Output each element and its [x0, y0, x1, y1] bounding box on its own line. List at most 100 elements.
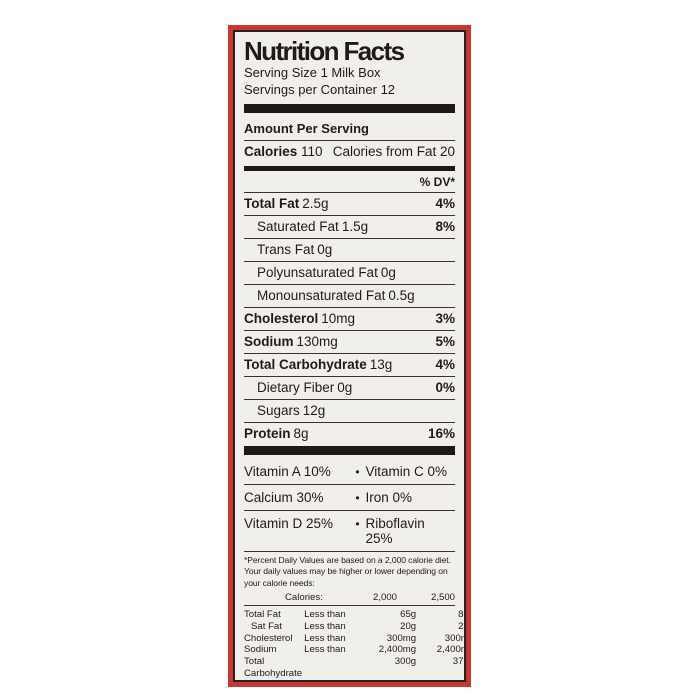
vitamin-row-d-riboflavin: Vitamin D 25% • Riboflavin 25%	[244, 511, 455, 552]
percent-dv-header: % DV*	[244, 173, 455, 193]
table-row-2500: 375g	[452, 656, 464, 668]
table-row-2000: 20g	[400, 621, 417, 633]
nutrient-amount: 1.5g	[341, 218, 369, 234]
table-row-name: Total Fat	[244, 609, 281, 621]
divider-thick-bar	[244, 445, 455, 455]
serving-size: Serving Size 1 Milk Box	[244, 65, 381, 81]
nutrient-name: Monounsaturated Fat	[257, 287, 386, 303]
nutrient-row-total-fat: Total Fat 2.5g 4%	[244, 193, 455, 216]
nutrient-name: Sodium	[244, 333, 294, 349]
nutrient-amount: 10mg	[321, 310, 356, 326]
nutrient-amount: 12g	[302, 402, 326, 418]
nutrient-dv: 16%	[427, 425, 455, 441]
table-row-name: Total Carbohydrate	[244, 656, 303, 679]
bullet-dot: •	[355, 464, 360, 479]
table-row-2500: 25g	[458, 621, 464, 633]
table-row-2000: 300mg	[386, 632, 417, 644]
daily-values-table-header: Calories: 2,000 2,500	[244, 592, 455, 604]
nutrient-amount: 0g	[337, 379, 353, 395]
nutrient-name: Total Fat	[244, 195, 300, 211]
table-row-qualifier	[304, 680, 362, 681]
nutrient-row-cholesterol: Cholesterol 10mg 3%	[244, 308, 455, 331]
nutrient-name: Cholesterol	[244, 310, 319, 326]
nutrient-dv: 5%	[435, 333, 455, 349]
divider-thick-bar	[244, 103, 455, 113]
table-row-qualifier: Less than	[304, 632, 346, 644]
label-inner-panel: Nutrition Facts Serving Size 1 Milk Box …	[233, 30, 466, 682]
table-row-2500: 30g	[418, 680, 464, 681]
vitamin-row-calcium-iron: Calcium 30% • Iron 0%	[244, 485, 455, 511]
nutrient-name: Total Carbohydrate	[244, 356, 367, 372]
vitamin-left: Calcium 30%	[244, 489, 324, 505]
daily-values-footnote: *Percent Daily Values are based on a 2,0…	[244, 554, 451, 589]
nutrient-amount: 8g	[293, 425, 309, 441]
nutrient-amount: 130mg	[296, 333, 338, 349]
vitamin-right: Iron 0%	[365, 489, 413, 505]
nutrient-dv: 3%	[435, 310, 455, 326]
table-row-name: Dietary Fiber	[244, 680, 302, 681]
calories-value: Calories 110	[244, 144, 323, 159]
table-row-qualifier	[304, 656, 362, 679]
nutrient-name: Polyunsaturated Fat	[257, 264, 378, 280]
servings-per-container: Servings per Container 12	[244, 81, 396, 97]
nutrient-row-total-carbohydrate: Total Carbohydrate 13g 4%	[244, 354, 455, 377]
bullet-dot: •	[355, 516, 360, 531]
nutrient-name: Protein	[244, 425, 291, 441]
nutrient-row-saturated-fat: Saturated Fat 1.5g 8%	[244, 216, 455, 239]
table-row-2000: 25g	[364, 680, 416, 681]
nutrient-row-trans-fat: Trans Fat 0g	[244, 239, 455, 262]
nutrient-row-sodium: Sodium 130mg 5%	[244, 331, 455, 354]
calories-from-fat: Calories from Fat 20	[332, 143, 455, 159]
vitamin-right: Riboflavin 25%	[365, 515, 425, 546]
nutrient-dv: 4%	[435, 356, 455, 372]
nutrient-amount: 0g	[380, 264, 396, 280]
daily-values-table: Total Fat Less than 65g 80g Sat Fat Less…	[244, 609, 464, 681]
table-row-2500: 2,400mg	[436, 644, 464, 656]
nutrient-name: Dietary Fiber	[257, 379, 335, 395]
nutrient-dv: 4%	[435, 195, 455, 211]
nutrient-name: Sugars	[257, 402, 300, 418]
table-row-2500: 300mg	[444, 632, 464, 644]
vitamin-left: Vitamin A 10%	[244, 463, 331, 479]
nutrition-facts-label: Nutrition Facts Serving Size 1 Milk Box …	[228, 25, 471, 687]
nutrient-amount: 13g	[369, 356, 393, 372]
divider-medium-bar	[244, 165, 455, 171]
table-row-2000: 2,400mg	[378, 644, 417, 656]
amount-per-serving-heading: Amount Per Serving	[244, 117, 455, 141]
table-row-qualifier: Less than	[304, 609, 346, 621]
nutrient-row-polyunsaturated-fat: Polyunsaturated Fat 0g	[244, 262, 455, 285]
table-row-2000: 65g	[400, 609, 417, 621]
label-title: Nutrition Facts	[244, 36, 405, 66]
nutrient-dv: 0%	[435, 379, 455, 395]
table-header-calories: Calories:	[285, 591, 323, 603]
table-header-2000: 2,000	[372, 591, 397, 603]
table-row-name: Cholesterol	[244, 632, 293, 644]
calories-row: Calories 110 Calories from Fat 20	[244, 141, 455, 163]
table-row-name: Sodium	[244, 644, 277, 656]
table-row-qualifier: Less than	[304, 644, 346, 656]
nutrient-name: Saturated Fat	[257, 218, 339, 234]
nutrient-amount: 0g	[317, 241, 333, 257]
bullet-dot: •	[355, 490, 360, 505]
table-row-2000: 300g	[394, 656, 417, 668]
nutrient-row-dietary-fiber: Dietary Fiber 0g 0%	[244, 377, 455, 400]
nutrient-amount: 0.5g	[388, 287, 415, 303]
table-row-2500: 80g	[458, 609, 464, 621]
vitamin-left: Vitamin D 25%	[244, 515, 334, 531]
calories-label: Calories	[244, 143, 298, 159]
table-cell-empty	[244, 592, 283, 604]
nutrient-row-monounsaturated-fat: Monounsaturated Fat 0.5g	[244, 285, 455, 308]
nutrient-amount: 2.5g	[302, 195, 329, 211]
nutrient-dv: 8%	[435, 218, 455, 234]
calories-number: 110	[301, 143, 323, 159]
table-header-divider	[244, 605, 455, 607]
vitamin-right: Vitamin C 0%	[365, 463, 448, 479]
table-header-2500: 2,500	[430, 591, 455, 603]
nutrient-name: Trans Fat	[257, 241, 315, 257]
vitamin-row-a-c: Vitamin A 10% • Vitamin C 0%	[244, 459, 455, 485]
table-row-name: Sat Fat	[251, 621, 282, 633]
nutrient-row-sugars: Sugars 12g	[244, 400, 455, 423]
table-row-qualifier: Less than	[304, 621, 346, 633]
nutrient-row-protein: Protein 8g 16%	[244, 423, 455, 445]
